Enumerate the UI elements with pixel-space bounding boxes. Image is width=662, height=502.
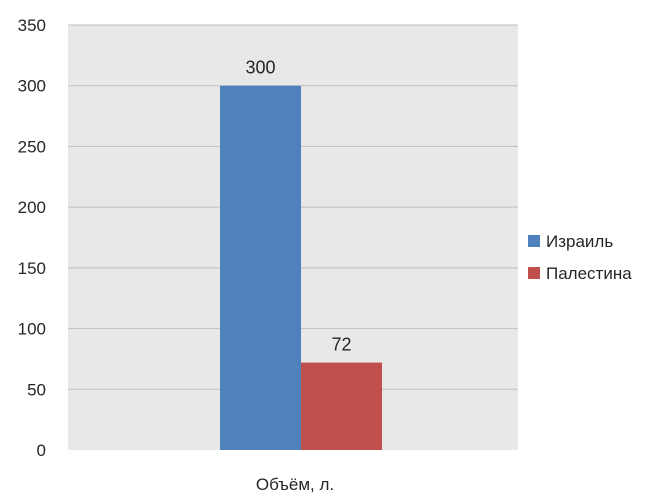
bar-palestine <box>301 362 382 450</box>
data-labels: 300 72 <box>245 58 351 355</box>
legend-label: Палестина <box>546 264 632 283</box>
legend-swatch <box>528 267 540 279</box>
bars <box>220 85 382 450</box>
legend: Израиль Палестина <box>528 232 632 283</box>
y-tick-label: 50 <box>27 380 46 399</box>
y-axis: 0 50 100 150 200 250 300 350 <box>18 16 46 460</box>
y-tick-label: 350 <box>18 16 46 35</box>
y-tick-label: 300 <box>18 77 46 96</box>
bar-israel <box>220 85 301 450</box>
legend-swatch <box>528 235 540 247</box>
data-label: 72 <box>331 335 351 355</box>
x-axis: Объём, л. <box>256 475 334 494</box>
y-tick-label: 100 <box>18 320 46 339</box>
y-tick-label: 200 <box>18 198 46 217</box>
y-tick-label: 0 <box>37 441 46 460</box>
x-tick-label: Объём, л. <box>256 475 334 494</box>
legend-label: Израиль <box>546 232 613 251</box>
data-label: 300 <box>245 58 275 78</box>
y-tick-label: 150 <box>18 259 46 278</box>
y-tick-label: 250 <box>18 137 46 156</box>
